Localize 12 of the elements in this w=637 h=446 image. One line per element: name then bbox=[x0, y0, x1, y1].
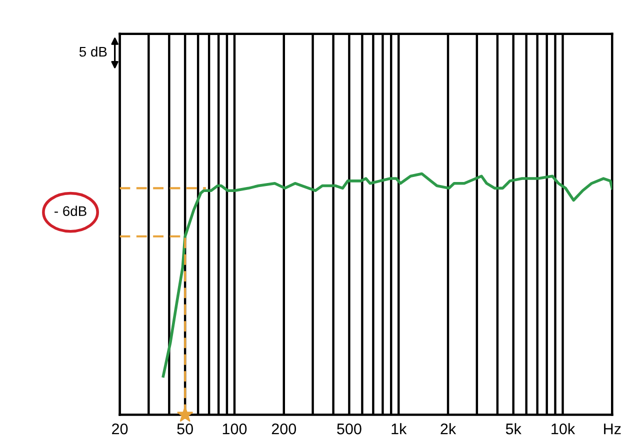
x-tick-label: 2k bbox=[440, 423, 456, 434]
x-tick-label: 100 bbox=[222, 424, 247, 434]
x-tick-label: 10k bbox=[552, 423, 576, 434]
x-tick-label: 1k bbox=[392, 423, 407, 434]
x-tick-label: 500 bbox=[337, 424, 362, 434]
x-tick-label: 20 bbox=[112, 424, 128, 434]
x-tick-label: 200 bbox=[272, 424, 296, 434]
text: - 6dB bbox=[54, 206, 86, 216]
text: 5 dB bbox=[79, 46, 107, 57]
x-tick-label: 50 bbox=[177, 424, 193, 434]
x-tick-label: 5k bbox=[506, 423, 522, 434]
x-tick-label: Hz bbox=[604, 424, 621, 434]
